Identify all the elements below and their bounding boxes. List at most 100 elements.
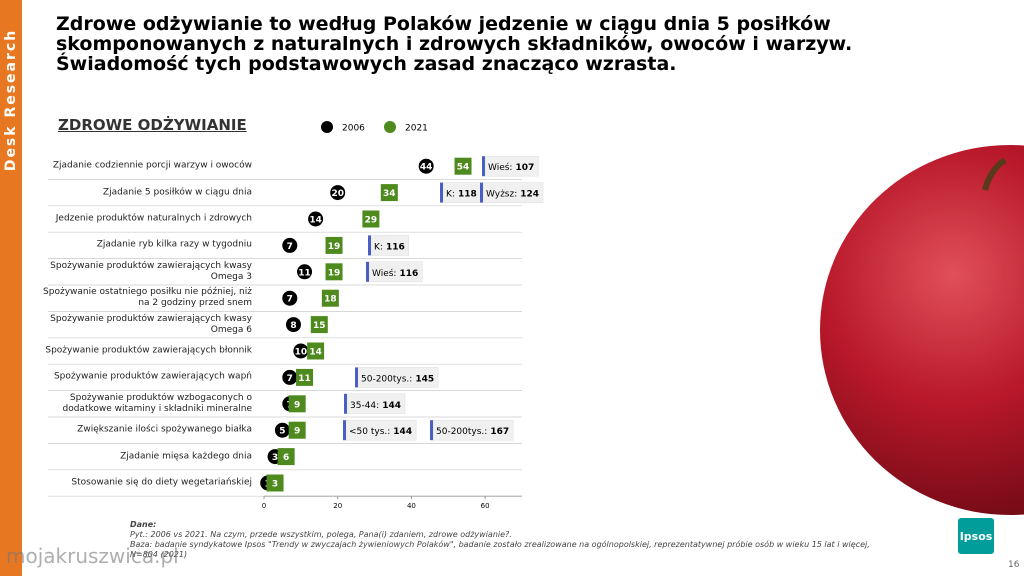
annotation-bar <box>430 420 433 441</box>
dot-2021 <box>310 316 328 334</box>
value-label: 15 <box>313 321 326 331</box>
value-label: 3 <box>272 453 278 463</box>
annotation: K: 118 <box>446 189 477 199</box>
value-label: 6 <box>283 453 289 463</box>
category-label: Spożywanie produktów zawierających błonn… <box>45 345 252 356</box>
dot-2006 <box>308 211 324 227</box>
dot-2006 <box>330 185 346 201</box>
annotation-label: 50-200tys.: <box>361 374 412 384</box>
apple <box>820 145 1024 515</box>
dot-2021 <box>454 157 472 175</box>
category-label: Spożywanie produktów wzbogaconych o doda… <box>62 392 253 414</box>
dot-2021 <box>307 342 325 360</box>
annotation: Wyższ: 124 <box>486 189 539 199</box>
x-tick-label: 60 <box>481 502 490 510</box>
annotation-value: 167 <box>490 427 509 437</box>
value-label: 7 <box>287 374 293 384</box>
annotation-value: 145 <box>415 374 434 384</box>
footer-line: Baza: badanie syndykatowe Ipsos "Trendy … <box>130 540 870 549</box>
page-number: 16 <box>1008 560 1020 570</box>
category-label: Spożywanie produktów zawierających kwasy… <box>50 260 252 282</box>
value-label: 7 <box>287 295 293 305</box>
annotation: Wieś: 107 <box>488 162 534 173</box>
watermark: mojakruszwica.pl <box>6 544 179 568</box>
value-label: 54 <box>457 163 470 173</box>
value-label: 7 <box>287 242 293 252</box>
legend-marker <box>321 121 333 133</box>
annotation-value: 144 <box>393 427 412 437</box>
value-label: 9 <box>294 400 300 410</box>
dot-2021 <box>325 263 343 281</box>
value-label: 19 <box>328 242 341 252</box>
value-label: 11 <box>298 374 311 384</box>
dot-2006 <box>274 422 290 438</box>
side-label: Desk Research <box>3 28 19 172</box>
annotation-bar <box>482 156 485 177</box>
category-label: Zwiększanie ilości spożywanego białka <box>77 424 252 435</box>
x-tick-label: 40 <box>407 502 416 510</box>
x-tick-label: 0 <box>262 502 266 510</box>
annotation-label: Wyższ: <box>486 189 517 199</box>
annotation: 35-44: 144 <box>350 400 401 410</box>
category-label: Spożywanie ostatniego posiłku nie późnie… <box>43 287 252 309</box>
annotation-bar <box>368 235 371 256</box>
apple-stem <box>982 157 1007 191</box>
chart-title: ZDROWE ODŻYWIANIE <box>58 116 247 134</box>
annotation-label: Wieś: <box>372 267 396 278</box>
category-label: Zjadanie ryb kilka razy w tygodniu <box>96 239 252 250</box>
annotation-bar <box>480 182 483 203</box>
annotation-label: 35-44: <box>350 400 379 410</box>
dot-2006 <box>282 369 298 385</box>
logo: Ipsos <box>958 518 994 554</box>
value-label: 9 <box>294 427 300 437</box>
value-label: 14 <box>309 348 322 358</box>
annotation: K: 116 <box>374 242 405 252</box>
value-label: 11 <box>298 268 311 278</box>
annotation: <50 tys.: 144 <box>349 427 412 437</box>
dot-2006 <box>282 237 298 253</box>
value-label: 14 <box>309 216 322 226</box>
dot-2021 <box>288 421 306 439</box>
annotation-bar <box>366 261 369 282</box>
dot-2021 <box>325 236 343 254</box>
dot-2006 <box>297 264 313 280</box>
annotation-value: 116 <box>386 242 405 252</box>
annotation-value: 144 <box>382 400 401 410</box>
value-label: 5 <box>279 427 285 437</box>
dot-2021 <box>288 395 306 413</box>
value-label: 10 <box>295 348 308 358</box>
dot-2021 <box>296 368 314 386</box>
category-label: Spożywanie produktów zawierających wapń <box>53 371 252 382</box>
dot-2021 <box>321 289 339 307</box>
legend-marker <box>384 121 396 133</box>
dot-2021 <box>380 184 398 202</box>
footer-line: Pyt.: 2006 vs 2021. Na czym, przede wszy… <box>130 530 512 539</box>
annotation-bar <box>355 367 358 388</box>
dot-2006 <box>282 290 298 306</box>
x-tick-label: 20 <box>333 502 342 510</box>
footer: Dane: Pyt.: 2006 vs 2021. Na czym, przed… <box>130 520 910 560</box>
category-label: Zjadanie codziennie porcji warzyw i owoc… <box>52 160 252 171</box>
annotation-label: 50-200tys.: <box>436 427 487 437</box>
annotation: Wieś: 116 <box>372 267 418 278</box>
annotation: 50-200tys.: 145 <box>361 374 434 384</box>
annotation-bar <box>343 420 346 441</box>
annotation-label: K: <box>374 242 383 252</box>
annotation-label: K: <box>446 189 455 199</box>
annotation-label: Wieś: <box>488 162 512 173</box>
annotation-label: <50 tys.: <box>349 427 390 437</box>
dot-2021 <box>277 448 295 466</box>
dot-2006 <box>293 343 309 359</box>
value-label: 19 <box>328 268 341 278</box>
legend-label: 2006 <box>342 124 365 134</box>
value-label: 29 <box>365 216 378 226</box>
annotation: 50-200tys.: 167 <box>436 427 509 437</box>
category-label: Spożywanie produktów zawierających kwasy… <box>50 313 252 335</box>
annotation-bar <box>344 393 347 414</box>
value-label: 8 <box>290 321 296 331</box>
slide-title: Zdrowe odżywianie to według Polaków jedz… <box>56 13 853 75</box>
value-label: 44 <box>420 163 433 173</box>
annotation-value: 124 <box>520 189 539 199</box>
